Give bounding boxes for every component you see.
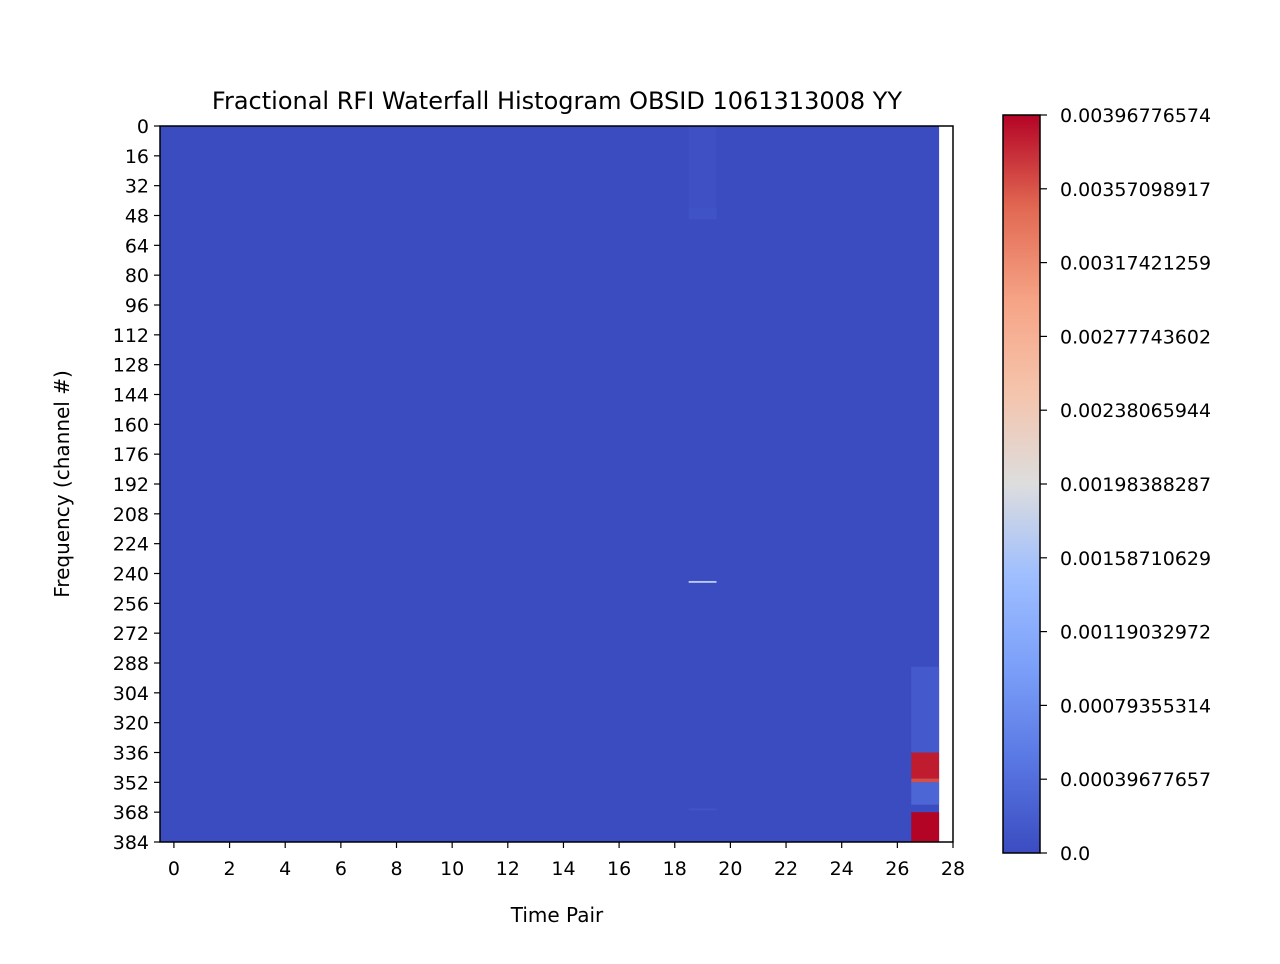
colorbar-tick-label: 0.00277743602 [1060, 326, 1211, 348]
x-tick-label: 6 [335, 858, 347, 880]
x-tick-label: 14 [551, 858, 575, 880]
y-tick-label: 144 [113, 385, 149, 407]
heatmap-cell [911, 812, 940, 842]
heatmap-cell [688, 126, 717, 216]
colorbar-tick-label: 0.00039677657 [1060, 769, 1211, 791]
x-tick-label: 26 [885, 858, 909, 880]
y-axis-label: Frequency (channel #) [50, 370, 74, 598]
colorbar-tick-label: 0.00396776574 [1060, 105, 1211, 127]
y-tick-label: 288 [113, 653, 149, 675]
x-tick-label: 4 [279, 858, 291, 880]
x-tick-label: 12 [496, 858, 520, 880]
x-tick-label: 24 [830, 858, 854, 880]
x-tick-label: 10 [440, 858, 464, 880]
x-tick-label: 22 [774, 858, 798, 880]
y-tick-label: 48 [125, 206, 149, 228]
y-tick-label: 256 [113, 593, 149, 615]
colorbar-tick-label: 0.00238065944 [1060, 400, 1211, 422]
y-tick-label: 304 [113, 683, 149, 705]
y-tick-label: 128 [113, 355, 149, 377]
heatmap-cell [911, 778, 940, 783]
y-tick-label: 384 [113, 832, 149, 854]
y-tick-label: 112 [113, 325, 149, 347]
colorbar-tick-label: 0.00357098917 [1060, 179, 1211, 201]
x-tick-label: 2 [224, 858, 236, 880]
x-tick-label: 20 [718, 858, 742, 880]
y-tick-label: 16 [125, 146, 149, 168]
y-tick-label: 0 [137, 116, 149, 138]
x-axis-label: Time Pair [510, 903, 604, 927]
y-tick-label: 352 [113, 772, 149, 794]
heatmap-cell [911, 666, 940, 753]
y-tick-label: 368 [113, 802, 149, 824]
heatmap-cells [160, 126, 940, 842]
colorbar-tick-label: 0.00158710629 [1060, 548, 1211, 570]
colorbar-ticks: 0.0 0.00039677657 0.00079355314 0.001190329… [1040, 105, 1211, 865]
x-axis-ticks: 0 2 4 6 8 10 12 14 16 18 20 22 24 26 28 [168, 842, 965, 880]
colorbar-tick-label: 0.00317421259 [1060, 253, 1211, 275]
heatmap-cell [911, 752, 940, 779]
y-tick-label: 192 [113, 474, 149, 496]
x-tick-label: 0 [168, 858, 180, 880]
heatmap-cell [688, 208, 717, 220]
y-tick-label: 80 [125, 265, 149, 287]
y-tick-label: 320 [113, 713, 149, 735]
heatmap-cell [911, 782, 940, 805]
heatmap-cell [688, 580, 717, 583]
colorbar-tick-label: 0.00198388287 [1060, 474, 1211, 496]
heatmap-background-cells [160, 126, 940, 842]
y-tick-label: 208 [113, 504, 149, 526]
colorbar-tick-label: 0.0 [1060, 843, 1090, 865]
colorbar [1002, 114, 1041, 854]
chart-title: Fractional RFI Waterfall Histogram OBSID… [212, 87, 903, 115]
x-tick-label: 16 [607, 858, 631, 880]
y-tick-label: 96 [125, 295, 149, 317]
y-tick-label: 32 [125, 176, 149, 198]
y-tick-label: 240 [113, 564, 149, 586]
y-tick-label: 64 [125, 235, 149, 257]
y-tick-label: 176 [113, 444, 149, 466]
y-tick-label: 336 [113, 743, 149, 765]
x-tick-label: 18 [663, 858, 687, 880]
x-tick-label: 8 [390, 858, 402, 880]
y-tick-label: 224 [113, 534, 149, 556]
colorbar-tick-label: 0.00119032972 [1060, 622, 1211, 644]
y-tick-label: 272 [113, 623, 149, 645]
colorbar-tick-label: 0.00079355314 [1060, 695, 1211, 717]
y-tick-label: 160 [113, 414, 149, 436]
x-tick-label: 28 [941, 858, 965, 880]
heatmap-cell [688, 808, 717, 811]
y-axis-ticks: 0 16 32 48 64 80 96 112 128 144 160 176 192 208 224 240… [113, 116, 160, 854]
